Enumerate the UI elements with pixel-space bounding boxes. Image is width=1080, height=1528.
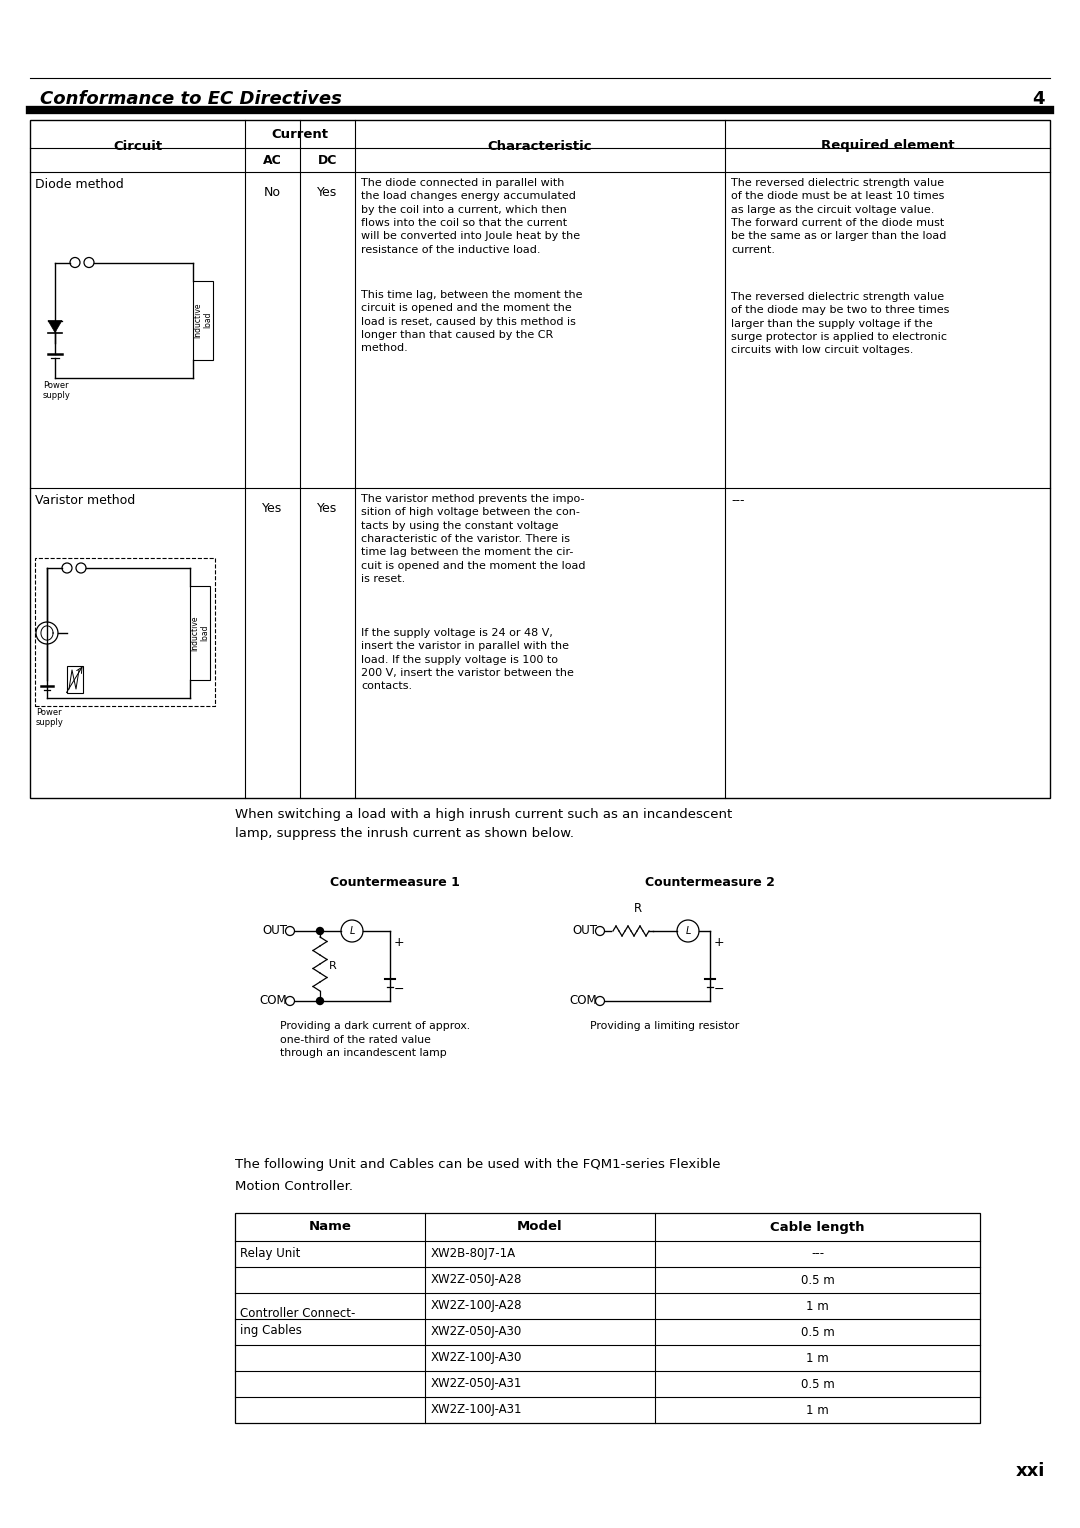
Text: +: + [714, 937, 725, 949]
Text: The diode connected in parallel with
the load changes energy accumulated
by the : The diode connected in parallel with the… [361, 177, 580, 255]
Text: If the supply voltage is 24 or 48 V,
insert the varistor in parallel with the
lo: If the supply voltage is 24 or 48 V, ins… [361, 628, 573, 692]
Text: OUT: OUT [262, 924, 287, 938]
Text: The reversed dielectric strength value
of the diode may be two to three times
la: The reversed dielectric strength value o… [731, 292, 949, 356]
Text: DC: DC [318, 153, 337, 167]
Text: R: R [329, 961, 337, 970]
Text: Yes: Yes [262, 503, 283, 515]
Bar [193, 281, 213, 359]
Text: 1 m: 1 m [806, 1404, 828, 1416]
Text: Conformance to EC Directives: Conformance to EC Directives [40, 90, 342, 108]
Text: COM: COM [259, 995, 287, 1007]
Bar [190, 587, 210, 680]
Text: XW2Z-050J-A30: XW2Z-050J-A30 [431, 1325, 523, 1339]
Text: When switching a load with a high inrush current such as an incandescent
lamp, s: When switching a load with a high inrush… [235, 808, 732, 839]
Bar [35, 558, 215, 706]
Text: 1 m: 1 m [806, 1351, 828, 1365]
Text: Power
supply: Power supply [36, 707, 64, 727]
Text: OUT: OUT [572, 924, 597, 938]
Text: Power
supply: Power supply [43, 380, 71, 400]
Text: +: + [394, 937, 405, 949]
Text: The reversed dielectric strength value
of the diode must be at least 10 times
as: The reversed dielectric strength value o… [731, 177, 946, 255]
Text: Inductive
load: Inductive load [193, 303, 213, 338]
Text: Characteristic: Characteristic [488, 139, 592, 153]
Text: The following Unit and Cables can be used with the FQM1-series Flexible: The following Unit and Cables can be use… [235, 1158, 720, 1170]
Text: XW2Z-100J-A30: XW2Z-100J-A30 [431, 1351, 523, 1365]
Text: 4: 4 [1032, 90, 1045, 108]
Text: Yes: Yes [318, 503, 338, 515]
Text: Required element: Required element [821, 139, 955, 153]
Text: Providing a dark current of approx.
one-third of the rated value
through an inca: Providing a dark current of approx. one-… [280, 1021, 470, 1059]
Text: XW2Z-100J-A31: XW2Z-100J-A31 [431, 1404, 523, 1416]
Text: Model: Model [517, 1221, 563, 1233]
Text: ---: --- [731, 494, 744, 507]
Text: xxi: xxi [1015, 1462, 1045, 1481]
Text: Yes: Yes [318, 186, 338, 199]
Circle shape [316, 998, 324, 1004]
Text: XW2Z-100J-A28: XW2Z-100J-A28 [431, 1299, 523, 1313]
Text: −: − [714, 983, 725, 996]
Text: The varistor method prevents the impo-
sition of high voltage between the con-
t: The varistor method prevents the impo- s… [361, 494, 585, 584]
Text: No: No [264, 186, 281, 199]
Text: Relay Unit: Relay Unit [240, 1247, 300, 1261]
Text: L: L [349, 926, 354, 937]
Text: Countermeasure 2: Countermeasure 2 [645, 876, 774, 889]
Text: 1 m: 1 m [806, 1299, 828, 1313]
Bar [235, 1213, 980, 1423]
Bar [30, 121, 1050, 798]
Text: XW2Z-050J-A28: XW2Z-050J-A28 [431, 1273, 523, 1287]
Text: Circuit: Circuit [113, 139, 162, 153]
Text: COM: COM [569, 995, 597, 1007]
Circle shape [316, 927, 324, 935]
Text: L: L [686, 926, 691, 937]
Bar [67, 666, 83, 694]
Text: R: R [634, 903, 643, 915]
Text: Diode method: Diode method [35, 177, 124, 191]
Text: Controller Connect-
ing Cables: Controller Connect- ing Cables [240, 1308, 355, 1337]
Text: Inductive
load: Inductive load [190, 616, 210, 651]
Text: 0.5 m: 0.5 m [800, 1378, 835, 1390]
Text: Cable length: Cable length [770, 1221, 865, 1233]
Text: Current: Current [271, 127, 328, 141]
Text: Providing a limiting resistor: Providing a limiting resistor [590, 1021, 739, 1031]
Text: Motion Controller.: Motion Controller. [235, 1180, 353, 1193]
Polygon shape [48, 321, 62, 333]
Text: ---: --- [811, 1247, 824, 1261]
Text: 0.5 m: 0.5 m [800, 1325, 835, 1339]
Text: 0.5 m: 0.5 m [800, 1273, 835, 1287]
Text: AC: AC [264, 153, 282, 167]
Text: XW2Z-050J-A31: XW2Z-050J-A31 [431, 1378, 523, 1390]
Text: XW2B-80J7-1A: XW2B-80J7-1A [431, 1247, 516, 1261]
Text: Countermeasure 1: Countermeasure 1 [330, 876, 460, 889]
Text: Name: Name [309, 1221, 351, 1233]
Text: Varistor method: Varistor method [35, 494, 135, 507]
Text: This time lag, between the moment the
circuit is opened and the moment the
load : This time lag, between the moment the ci… [361, 290, 582, 353]
Text: −: − [394, 983, 405, 996]
